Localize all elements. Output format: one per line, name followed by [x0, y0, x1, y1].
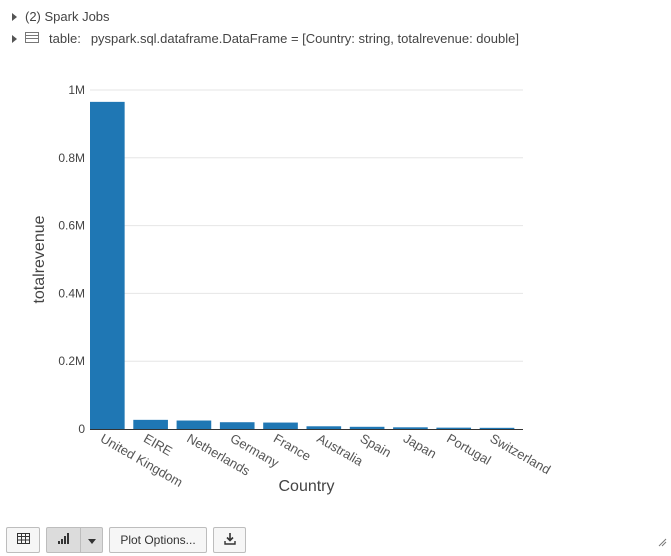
bar: [219, 422, 255, 429]
plot-options-button[interactable]: Plot Options...: [109, 527, 207, 553]
spark-jobs-label: (2) Spark Jobs: [25, 9, 110, 24]
table-schema: pyspark.sql.dataframe.DataFrame = [Count…: [90, 31, 519, 46]
expand-caret-icon[interactable]: [12, 34, 17, 43]
y-tick-label: 0: [78, 422, 85, 436]
table-schema-row[interactable]: table: pyspark.sql.dataframe.DataFrame =…: [12, 31, 519, 46]
table-view-icon: [16, 533, 30, 547]
x-tick-label: United Kingdom: [98, 431, 186, 490]
x-tick-label: Australia: [314, 431, 366, 470]
x-axis-title: Country: [278, 478, 334, 495]
y-tick-label: 0.2M: [58, 354, 85, 368]
x-tick-label: Portugal: [444, 431, 494, 468]
bar-chart-button[interactable]: [46, 527, 81, 553]
plot-toolbar: Plot Options...: [6, 527, 246, 553]
x-tick-label: Japan: [401, 431, 439, 462]
bar: [393, 427, 428, 429]
chart-type-group: [46, 527, 103, 553]
table-icon: [25, 31, 39, 46]
x-tick-label: Switzerland: [488, 431, 554, 478]
download-button[interactable]: [213, 527, 246, 553]
bar: [90, 101, 125, 430]
y-tick-label: 0.6M: [58, 219, 85, 233]
table-label: table:: [49, 31, 81, 46]
table-view-button[interactable]: [6, 527, 40, 553]
y-tick-label: 0.8M: [58, 151, 85, 165]
y-axis-title: totalrevenue: [31, 215, 48, 303]
bar: [133, 419, 168, 429]
resize-handle-icon[interactable]: [658, 534, 667, 552]
bar: [436, 427, 472, 429]
bar: [306, 426, 342, 429]
bar-chart-icon: [57, 533, 70, 547]
y-tick-label: 1M: [68, 83, 85, 97]
bar: [176, 420, 212, 429]
spark-jobs-row[interactable]: (2) Spark Jobs: [12, 9, 110, 24]
expand-caret-icon[interactable]: [12, 12, 17, 21]
bar: [349, 426, 385, 429]
y-tick-label: 0.4M: [58, 286, 85, 300]
chart-type-dropdown[interactable]: [81, 527, 103, 553]
download-icon: [223, 532, 236, 548]
chevron-down-icon: [87, 533, 96, 547]
bar: [479, 427, 515, 429]
bar: [263, 422, 298, 429]
